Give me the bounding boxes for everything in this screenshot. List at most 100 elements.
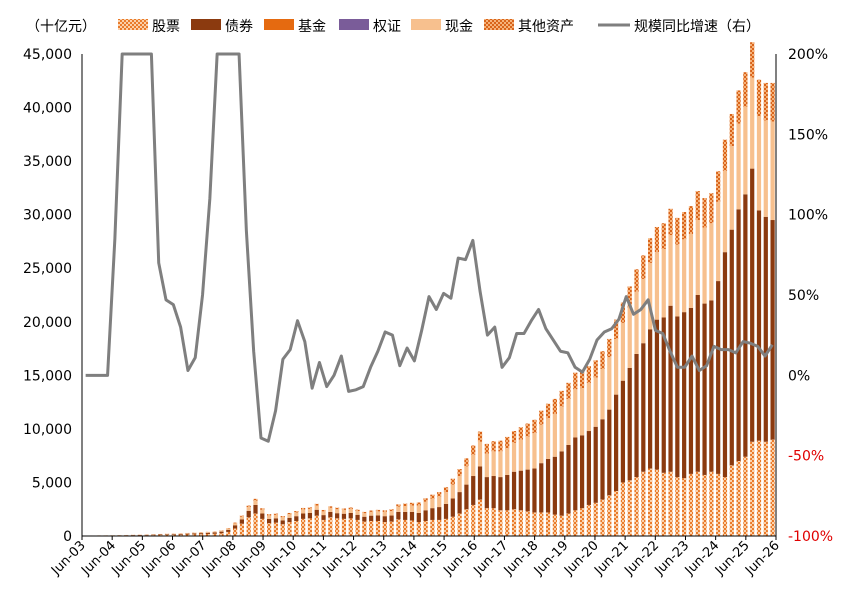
bar-bonds (729, 229, 734, 466)
bar-stocks (260, 518, 265, 536)
x-tick-label: Jun-21 (591, 538, 632, 579)
bar-bonds (260, 513, 265, 519)
bar-stocks (729, 465, 734, 536)
bar-bonds (600, 419, 605, 500)
bar-cash (362, 513, 367, 517)
x-tick-label: Jun-22 (621, 538, 662, 579)
left-tick-label: 25,000 (23, 261, 72, 277)
bar-cash (232, 523, 238, 526)
left-axis: 0 5,000 10,000 15,000 20,000 25,000 30,000 35,0… (23, 47, 83, 545)
bar-stocks (634, 477, 639, 536)
legend-swatch (411, 19, 441, 30)
bar-bonds (593, 426, 598, 503)
bar-cash (668, 235, 673, 306)
bar-stocks (267, 523, 272, 536)
bar-bonds (437, 507, 442, 520)
bar-bonds (226, 529, 231, 532)
bar-stocks (484, 508, 489, 536)
bar-other (477, 431, 483, 442)
right-tick-label: 100% (788, 208, 828, 224)
bar-other (668, 208, 673, 236)
bar-stocks (614, 491, 619, 536)
bar-cash (743, 106, 748, 195)
bar-bonds (552, 456, 557, 515)
bar-other (511, 431, 517, 443)
bar-other (634, 269, 639, 292)
bar-stocks (164, 534, 170, 536)
bar-cash (443, 492, 449, 504)
legend-label: 规模同比增速（右） (634, 19, 760, 35)
bar-other (532, 419, 537, 434)
bar-other (396, 504, 401, 507)
bar-other (654, 226, 660, 253)
bar-cash (763, 120, 768, 217)
bar-bonds (314, 509, 319, 516)
bar-bonds (532, 468, 537, 513)
bar-stocks (382, 522, 387, 536)
bar-stocks (443, 518, 449, 536)
bar-bonds (280, 520, 285, 525)
bar-other (688, 206, 694, 234)
bar-bonds (668, 305, 673, 472)
bar-cash (348, 509, 353, 513)
bar-other (348, 507, 353, 510)
bar-cash (457, 476, 462, 493)
bar-stocks (362, 521, 367, 536)
bar-bonds (654, 319, 660, 470)
bar-cash (409, 505, 415, 512)
bar-cash (750, 77, 755, 169)
bar-other (539, 410, 544, 425)
bar-other (362, 511, 367, 514)
bar-other (450, 478, 455, 485)
bar-bonds (722, 252, 728, 478)
x-tick-label: Jun-08 (199, 538, 240, 579)
legend-swatch (191, 19, 221, 30)
bar-stocks (355, 519, 360, 536)
bar-stocks (511, 509, 517, 536)
bar-stocks (756, 440, 762, 536)
bar-cash (661, 248, 666, 318)
legend-label: 债券 (225, 19, 253, 35)
bar-bonds (151, 534, 156, 536)
right-tick-label: -50% (788, 449, 824, 465)
left-tick-label: 20,000 (23, 315, 72, 331)
x-tick-label: Jun-23 (652, 538, 693, 579)
bar-other (579, 372, 585, 389)
bar-bonds (675, 316, 680, 478)
bar-stocks (423, 521, 428, 536)
bar-cash (600, 368, 605, 420)
bar-bonds (518, 470, 523, 511)
left-tick-label: 30,000 (23, 208, 72, 224)
bar-cash (722, 170, 728, 253)
bar-cash (416, 505, 421, 513)
bar-other (260, 508, 265, 510)
bar-other (743, 72, 748, 107)
bar-cash (321, 511, 326, 516)
bar-cash (593, 377, 598, 427)
bar-stocks (620, 482, 626, 536)
bar-bonds (661, 317, 666, 473)
bar-bonds (770, 220, 775, 440)
left-tick-label: 35,000 (23, 154, 72, 170)
bar-cash (682, 239, 687, 313)
bar-cash (620, 322, 626, 381)
bar-bonds (348, 512, 353, 519)
bar-other (273, 513, 279, 515)
bar-stocks (661, 472, 666, 536)
bar-stocks (716, 473, 721, 536)
bar-stocks (341, 518, 347, 536)
bar-other (552, 398, 557, 414)
bar-other (287, 512, 292, 515)
bar-bonds (178, 533, 183, 535)
bar-stocks (770, 439, 775, 536)
bar-stocks (675, 477, 680, 536)
bar-cash (498, 451, 503, 478)
x-tick-label: Jun-14 (380, 538, 421, 579)
bar-bonds (423, 510, 428, 521)
right-tick-label: 50% (788, 288, 819, 304)
bar-cash (403, 506, 408, 512)
bar-bonds (545, 458, 551, 513)
bar-bonds (321, 515, 326, 520)
bar-cash (341, 509, 347, 514)
left-tick-label: 10,000 (23, 422, 72, 438)
